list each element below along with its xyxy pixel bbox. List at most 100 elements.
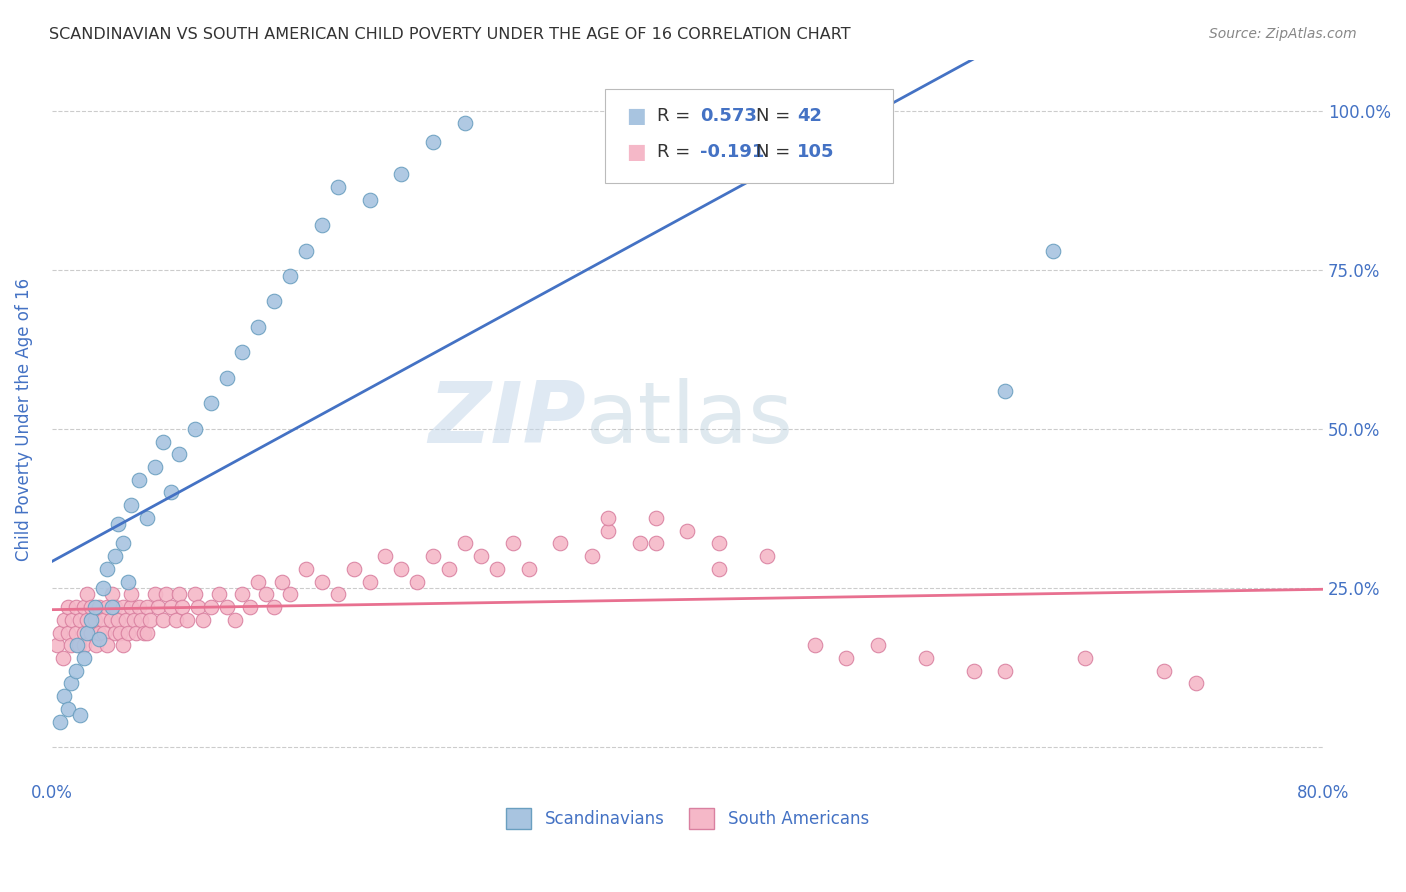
Point (167, 447, 190, 461)
Point (470, 549, 492, 563)
Point (91, 613, 114, 627)
Point (581, 549, 603, 563)
Point (155, 587, 177, 601)
Point (107, 613, 129, 627)
Point (485, 562, 508, 576)
Point (200, 600, 222, 615)
Point (231, 345, 253, 359)
Point (107, 517, 129, 532)
Text: N =: N = (756, 143, 796, 161)
Point (80, 600, 103, 615)
Point (93, 625, 115, 640)
Point (83, 613, 105, 627)
Point (112, 536, 135, 550)
Point (343, 562, 366, 576)
Point (69, 613, 91, 627)
Point (160, 485, 183, 500)
Point (115, 613, 138, 627)
Legend: Scandinavians, South Americans: Scandinavians, South Americans (499, 802, 876, 835)
Point (406, 574, 429, 589)
Point (48, 714, 70, 729)
Point (326, 180, 349, 194)
Text: 42: 42 (797, 107, 823, 125)
Point (962, 664, 984, 678)
Point (709, 562, 731, 576)
Point (89, 625, 111, 640)
Point (72, 651, 94, 665)
Point (1074, 651, 1097, 665)
Point (271, 574, 294, 589)
Text: Source: ZipAtlas.com: Source: ZipAtlas.com (1209, 27, 1357, 41)
Text: ■: ■ (626, 142, 645, 161)
Point (422, 549, 444, 563)
Point (247, 574, 270, 589)
Point (207, 587, 229, 601)
Point (83, 600, 105, 615)
Point (100, 613, 122, 627)
Point (295, 244, 318, 258)
Point (76, 613, 98, 627)
Point (91, 581, 114, 595)
Text: N =: N = (756, 107, 796, 125)
Point (374, 549, 396, 563)
Point (231, 587, 253, 601)
Text: ZIP: ZIP (427, 377, 586, 461)
Point (868, 638, 890, 652)
Point (59, 638, 82, 652)
Point (1153, 664, 1175, 678)
Point (76, 625, 98, 640)
Point (1042, 244, 1064, 258)
Point (359, 574, 381, 589)
Point (104, 625, 127, 640)
Point (89, 600, 111, 615)
Point (80, 625, 103, 640)
Point (96, 600, 118, 615)
Point (136, 625, 159, 640)
Point (66, 638, 89, 652)
Point (101, 600, 124, 615)
Point (56, 702, 79, 716)
Point (125, 625, 148, 640)
Point (184, 422, 207, 436)
Point (56, 600, 79, 615)
Point (128, 473, 150, 487)
Point (62, 613, 84, 627)
Point (247, 320, 270, 334)
Point (835, 651, 858, 665)
Point (184, 587, 207, 601)
Point (278, 268, 301, 283)
Point (59, 676, 82, 690)
Point (89, 632, 111, 646)
Text: atlas: atlas (586, 377, 794, 461)
Point (136, 600, 159, 615)
Point (120, 498, 142, 512)
Point (128, 600, 150, 615)
Point (1185, 676, 1208, 690)
Point (52, 651, 75, 665)
Point (311, 218, 333, 232)
Text: R =: R = (657, 143, 696, 161)
Point (165, 613, 187, 627)
Point (65, 625, 87, 640)
Point (65, 600, 87, 615)
Text: R =: R = (657, 107, 696, 125)
Point (254, 587, 277, 601)
Point (136, 511, 159, 525)
Point (120, 600, 142, 615)
Point (191, 613, 214, 627)
Point (326, 587, 349, 601)
Point (45, 638, 67, 652)
Point (437, 562, 460, 576)
Point (96, 638, 118, 652)
Point (295, 562, 318, 576)
Point (67, 638, 90, 652)
Point (803, 638, 825, 652)
Point (644, 511, 666, 525)
Point (311, 574, 333, 589)
Point (53, 689, 76, 703)
Point (104, 549, 127, 563)
Point (596, 524, 619, 538)
Point (709, 536, 731, 550)
Point (278, 587, 301, 601)
Point (143, 587, 166, 601)
